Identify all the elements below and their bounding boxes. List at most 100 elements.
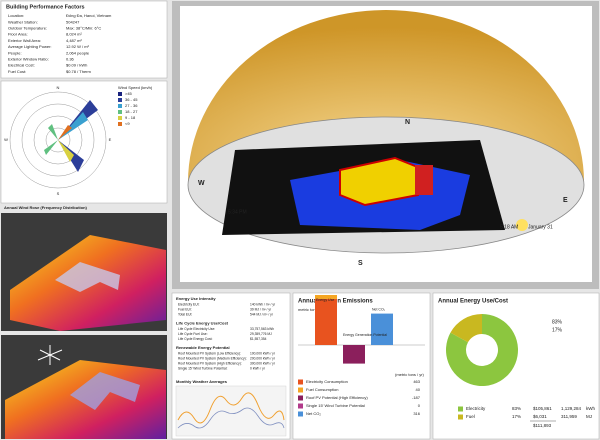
legend-swatch — [118, 122, 122, 126]
ring — [45, 127, 71, 153]
building — [55, 262, 120, 292]
weather-line — [177, 407, 285, 429]
legend-use: 1,129,284 — [561, 406, 582, 411]
compass-label: N — [405, 119, 410, 126]
section-title: Energy Use Intensity — [176, 296, 216, 301]
weather-line — [177, 392, 285, 424]
legend-swatch — [298, 411, 303, 417]
row-value: $1,557,354 — [250, 337, 267, 341]
time-label: 5:34 PM — [228, 209, 247, 215]
row-label: Roof Mounted PV System (Medium Efficienc… — [178, 356, 247, 360]
ring — [9, 91, 107, 189]
item-name: Roof PV Potential (High Efficiency) — [306, 395, 368, 400]
legend-title: Wind Speed (km/h) — [118, 85, 153, 90]
row-value: 2,064 people — [66, 50, 90, 55]
row-label: Location: — [8, 13, 24, 18]
legend-swatch — [298, 395, 303, 401]
wedge — [44, 140, 58, 155]
row-value: 300,000 kWh / yr — [250, 361, 276, 365]
row-value: 12.92 W / m² — [66, 44, 90, 49]
bar — [371, 313, 393, 345]
item-name: Net CO₂ — [306, 411, 321, 416]
total: $111,893 — [533, 423, 552, 428]
row-label: Outdoor Temperature: — [8, 25, 47, 30]
panel-title: Building Performance Factors — [6, 4, 85, 10]
legend-swatch — [458, 406, 463, 412]
row-label: Single 15' Wind Turbine Potential: — [178, 366, 227, 370]
table-unit: (metric tons / yr) — [395, 372, 425, 377]
row-label: Life Cycle Electricity Use: — [178, 327, 215, 331]
legend-swatch — [118, 98, 122, 102]
wedge — [58, 140, 74, 162]
row-value: 8,024 m² — [66, 32, 82, 37]
cost-chart: 83% Electricity 83% $105,861 1,129,284 kWh 17%… — [446, 314, 595, 428]
direction: N — [57, 85, 60, 90]
compass — [37, 345, 63, 365]
building — [70, 372, 140, 410]
row-value: 33,757,563 kWh — [250, 327, 274, 331]
section-title: Renewable Energy Potential — [176, 345, 230, 350]
legend-swatch — [118, 104, 122, 108]
carbon-panel — [292, 292, 431, 440]
row-label: People: — [8, 50, 22, 55]
legend-cost: $6,031 — [533, 414, 547, 419]
bar-label: Energy Generation Potential — [343, 333, 387, 337]
legend-swatch — [118, 110, 122, 114]
row-value: 0 kWh / yr — [250, 366, 266, 370]
legend-label: <9 — [125, 121, 130, 126]
item-value: 316 — [413, 411, 420, 416]
row-label: Electricity EUI: — [178, 302, 200, 306]
slice-label: 83% — [552, 319, 563, 325]
row-value: 100,000 kWh / yr — [250, 351, 276, 355]
row-value: $0.78 / Therm — [66, 69, 91, 74]
legend-pct: 17% — [512, 414, 521, 419]
item-name: Single 15' Wind Turbine Potential — [306, 403, 365, 408]
sun — [516, 219, 528, 231]
performance-table: Location: Đống Đa, Hanoi, Vietnam Weather … — [8, 13, 112, 74]
legend-label: 9 - 18 — [125, 115, 136, 120]
row-label: Life Cycle Energy Cost: — [178, 337, 213, 341]
row-label: Electrical Cost: — [8, 63, 35, 68]
item-value: 0 — [418, 403, 421, 408]
carbon-chart: Energy Use Energy Generation Potential Net… — [298, 295, 425, 417]
ring — [33, 115, 83, 165]
legend-name: Fuel — [466, 414, 475, 419]
building — [415, 165, 433, 195]
legend-use: 311,959 — [561, 414, 577, 419]
legend-swatch — [118, 92, 122, 96]
wedge — [58, 125, 72, 140]
row-label: Roof Mounted PV System (Low Efficiency): — [178, 351, 241, 355]
legend-unit: kWh — [586, 406, 595, 411]
row-label: Roof Mounted PV System (High Efficiency)… — [178, 361, 242, 365]
row-value: 140 kWh / m² / yr — [250, 302, 276, 306]
date-label: January 31 — [528, 224, 553, 230]
slice-label: 17% — [552, 327, 563, 333]
item-value: -187 — [412, 395, 421, 400]
bar-segment — [343, 345, 365, 364]
wedge — [48, 124, 58, 140]
weather-chart — [175, 385, 287, 437]
wind-rose-panel — [0, 80, 168, 204]
row-value: $0.09 / kWh — [66, 63, 87, 68]
legend-swatch — [298, 387, 303, 393]
row-label: Fuel Cost: — [8, 69, 26, 74]
row-label: Floor Area: — [8, 32, 28, 37]
row-value: Max: 38°C/Min: 6°C — [66, 25, 101, 30]
row-label: Life Cycle Fuel Use: — [178, 332, 208, 336]
legend-swatch — [298, 379, 303, 385]
bar-segment — [315, 295, 337, 299]
legend-swatch — [118, 116, 122, 120]
row-value: 0.36 — [66, 56, 75, 61]
item-value: 40 — [416, 387, 421, 392]
row-value: 200,000 kWh / yr — [250, 356, 276, 360]
performance-panel — [0, 0, 168, 79]
legend-label: >45 — [125, 91, 133, 96]
compass-label: E — [563, 197, 568, 204]
compass-label: W — [198, 180, 205, 187]
item-name: Fuel Consumption — [306, 387, 338, 392]
donut-slice — [450, 314, 482, 343]
donut-slice — [446, 314, 518, 386]
